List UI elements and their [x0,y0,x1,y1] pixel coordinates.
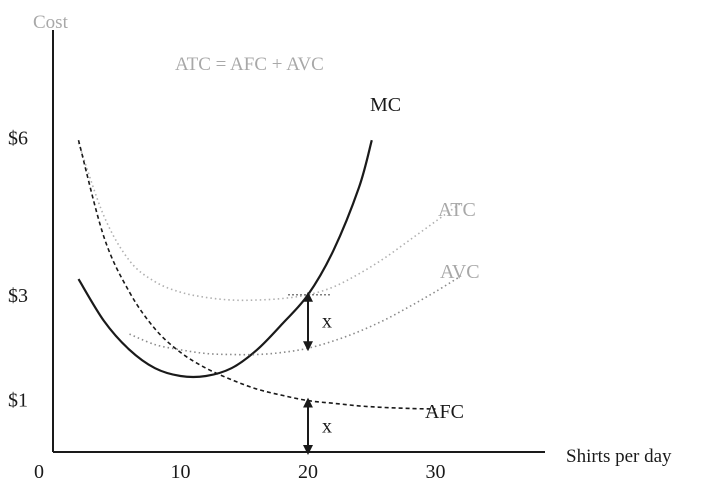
x-tick-label: 10 [171,461,191,483]
y-tick-label: $6 [8,128,28,150]
distance-label: x [322,415,332,437]
atc-label: ATC [438,199,476,221]
avc-label: AVC [440,261,480,283]
chart-title: ATC = AFC + AVC [175,54,324,75]
origin-label: 0 [34,461,44,483]
mc-curve [77,139,373,379]
y-axis-label: Cost [33,12,69,33]
x-tick-label: 30 [426,461,446,483]
avc-curve [129,275,462,356]
afc-curve [77,139,436,410]
afc-label: AFC [425,401,464,423]
distance-label: x [322,311,332,333]
x-tick-label: 20 [298,461,318,483]
y-tick-label: $1 [8,390,28,412]
atc-curve [77,142,462,302]
x-axis-label: Shirts per day [566,446,672,467]
mc-label: MC [370,94,401,116]
y-tick-label: $3 [8,285,28,307]
